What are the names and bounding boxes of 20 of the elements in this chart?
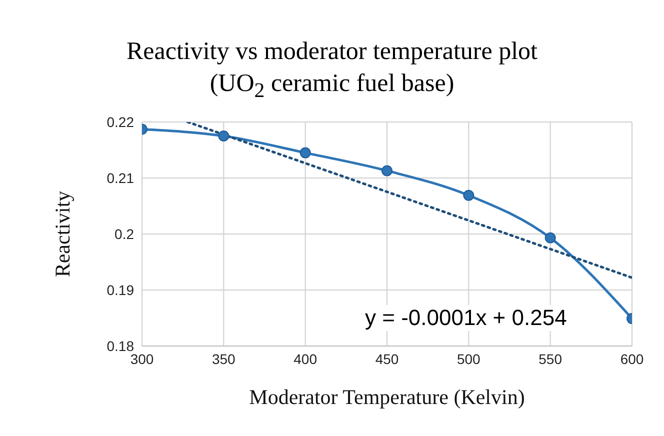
- y-tick-label: 0.22: [106, 114, 134, 130]
- point: [382, 165, 392, 176]
- chart-title: Reactivity vs moderator temperature plot: [126, 37, 538, 67]
- point: [463, 190, 474, 201]
- x-tick-label: 600: [620, 350, 644, 367]
- point: [300, 147, 311, 158]
- point: [544, 232, 556, 244]
- y-tick-label: 0.21: [106, 170, 134, 186]
- y-axis-title: Reactivity: [50, 190, 74, 278]
- chart-subtitle: (UO$_{2}$ ceramic fuel base): [208, 69, 456, 104]
- x-axis-title: Moderator Temperature (Kelvin): [249, 385, 525, 409]
- x-tick-label: 400: [294, 350, 318, 367]
- x-tick-label: 500: [456, 350, 481, 367]
- x-tick-label: 550: [538, 350, 562, 367]
- y-tick-label: 0.19: [106, 282, 134, 298]
- point: [218, 130, 230, 142]
- y-tick-label: 0.2: [114, 226, 134, 242]
- x-tick-label: 450: [375, 350, 399, 367]
- x-tick-label: 350: [212, 350, 236, 367]
- annotation: y = -0.0001x + 0.254: [362, 304, 570, 331]
